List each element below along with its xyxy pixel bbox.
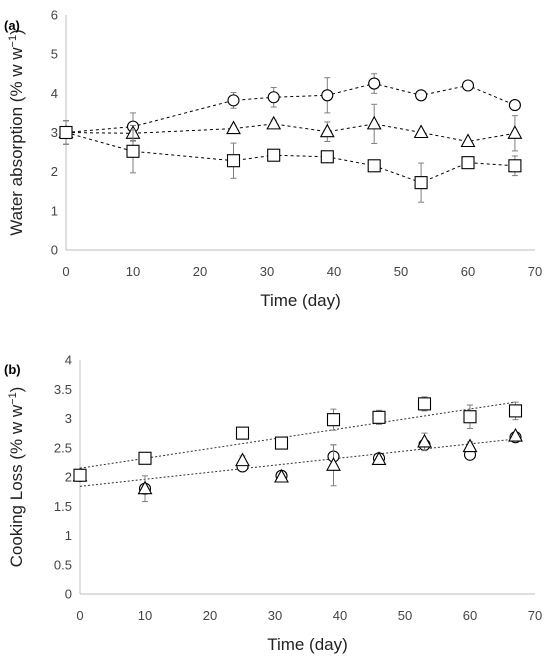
y-tick-label: 4	[65, 353, 72, 368]
data-point-circle	[267, 91, 280, 104]
data-point-triangle	[508, 427, 523, 442]
x-tick-label: 10	[126, 264, 140, 279]
data-point-square	[508, 404, 523, 418]
data-point-triangle	[413, 124, 429, 139]
data-point-triangle	[507, 125, 523, 139]
y-tick-label: 2	[65, 470, 72, 485]
y-tick-label: 4	[51, 86, 58, 101]
x-tick-label: 10	[138, 608, 152, 623]
data-point-triangle	[235, 452, 250, 467]
x-tick-label: 40	[327, 264, 341, 279]
y-tick-label: 0	[65, 587, 72, 602]
data-point-triangle	[462, 438, 478, 453]
data-point-triangle	[226, 120, 241, 135]
y-tick-label: 3	[65, 411, 72, 426]
y-tick-label: 3.5	[54, 382, 72, 397]
data-point-triangle	[274, 468, 289, 483]
y-tick-label: 3	[51, 125, 58, 140]
x-tick-label: 70	[528, 264, 542, 279]
data-point-square	[138, 451, 152, 465]
data-point-triangle	[319, 123, 335, 138]
data-point-square	[59, 125, 73, 140]
series-square-a	[59, 120, 522, 203]
x-tick-label: 70	[528, 608, 542, 623]
data-point-triangle	[137, 480, 153, 495]
data-point-triangle	[417, 433, 432, 448]
y-tick-label: 6	[51, 8, 58, 23]
data-point-square	[463, 410, 477, 424]
x-tick-label: 60	[463, 608, 477, 623]
data-point-square	[367, 159, 381, 173]
data-point-square	[235, 426, 250, 440]
data-point-square	[274, 436, 289, 450]
data-point-square	[461, 156, 475, 170]
y-axis-label-close: )	[7, 29, 26, 35]
y-tick-label: 1	[65, 528, 72, 543]
y-axis-label-text: Water absorption (% w w	[7, 47, 26, 236]
data-point-square	[508, 159, 522, 173]
x-tick-label: 20	[203, 608, 217, 623]
data-point-circle	[227, 94, 240, 107]
data-point-circle	[321, 89, 334, 102]
data-point-circle	[368, 77, 381, 90]
data-point-square	[226, 154, 241, 168]
trendline-1	[79, 401, 516, 469]
y-axis-label-text: Cooking Loss (% w w	[7, 404, 26, 567]
data-point-square	[372, 410, 386, 424]
y-axis-label-superscript: −1	[7, 392, 19, 405]
x-tick-label: 50	[398, 608, 412, 623]
y-tick-label: 1.5	[54, 499, 72, 514]
panel-label-a: (a)	[4, 18, 20, 33]
x-tick-label: 0	[62, 264, 69, 279]
data-point-square	[326, 413, 341, 427]
data-point-square	[73, 468, 87, 482]
x-tick-label: 40	[333, 608, 347, 623]
data-point-circle	[415, 89, 428, 102]
data-point-circle	[508, 99, 521, 112]
x-tick-label: 30	[260, 264, 274, 279]
y-axis-label-close: )	[7, 387, 26, 393]
chart-panel-a: 0 10 20 30 40 50 60 70 0 1 2 3 4 5 6 Time (day) Water ab…	[4, 8, 542, 311]
y-axis-label-superscript: −1	[7, 35, 19, 48]
panel-label-b: (b)	[4, 362, 21, 377]
x-tick-label: 50	[394, 264, 408, 279]
y-axis-label-a: Water absorption (% w w−1)	[7, 29, 26, 236]
y-tick-label: 1	[51, 203, 58, 218]
x-axis-label-b: Time (day)	[267, 635, 348, 654]
x-tick-label: 20	[193, 264, 207, 279]
y-tick-label: 2	[51, 164, 58, 179]
trendline-2	[79, 438, 516, 487]
data-point-triangle	[366, 115, 382, 130]
y-tick-label: 2.5	[54, 440, 72, 455]
series-square-b	[73, 396, 523, 482]
x-tick-label: 30	[268, 608, 282, 623]
data-point-circle	[461, 79, 475, 92]
x-tick-label: 60	[461, 264, 475, 279]
y-tick-label: 0.5	[54, 557, 72, 572]
data-point-triangle	[326, 457, 341, 471]
x-tick-label: 0	[76, 608, 83, 623]
data-point-square	[267, 148, 281, 162]
series-triangle-b	[72, 427, 523, 503]
y-axis-label-b: Cooking Loss (% w w−1)	[7, 387, 26, 568]
chart-panel-b: 0 10 20 30 40 50 60 70 0 0.5 1 1.5 2 2.5 3 3.5 4 Time (da…	[4, 353, 542, 655]
data-point-triangle	[460, 133, 476, 148]
data-point-square	[417, 397, 432, 411]
data-point-square	[320, 150, 334, 164]
data-point-square	[126, 144, 140, 158]
x-axis-label-a: Time (day)	[260, 291, 341, 310]
y-tick-label: 0	[51, 243, 58, 258]
data-point-triangle	[371, 451, 387, 466]
data-point-square	[414, 176, 428, 190]
data-point-triangle	[266, 115, 282, 130]
y-tick-label: 5	[51, 47, 58, 62]
